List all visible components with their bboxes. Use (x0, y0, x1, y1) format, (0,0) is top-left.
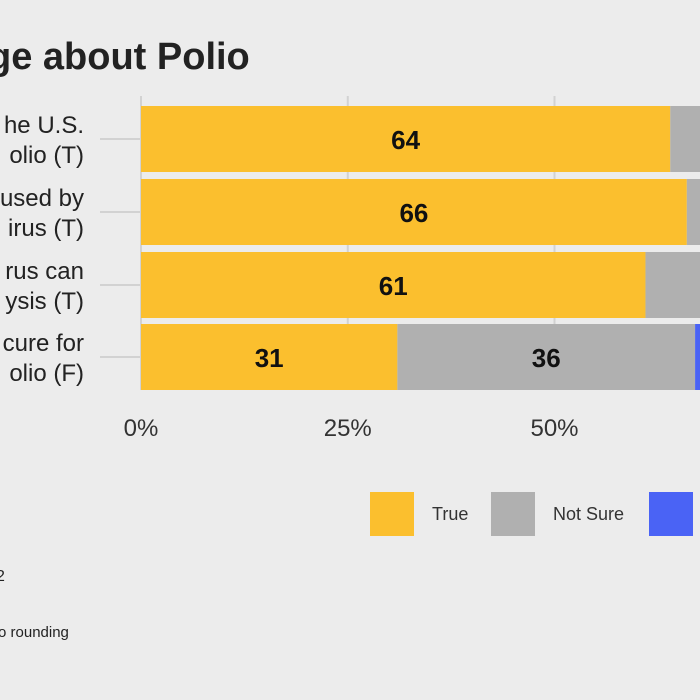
category-label: cure for (3, 330, 84, 357)
legend-item-not-sure: Not Sure (491, 492, 624, 536)
bar-segment (397, 324, 696, 390)
bar-segment (141, 179, 687, 245)
legend-item-true: True (370, 492, 468, 536)
bar-segment (141, 252, 646, 318)
bar-segment (141, 106, 671, 172)
x-tick-label: 25% (324, 415, 372, 442)
bar-segment-remainder (670, 106, 700, 172)
bar-value-label: 64 (391, 125, 420, 155)
x-tick-label: 0% (124, 415, 159, 442)
label-layer: 64 66 61 31 36 (255, 125, 561, 373)
category-label: irus (T) (8, 215, 84, 242)
bar-value-label: 61 (379, 271, 408, 301)
category-label-layer: he U.S. olio (T) used by irus (T) rus can ysi… (0, 112, 84, 387)
category-label: used by (0, 185, 84, 212)
x-tick-layer: 0% 25% 50% (124, 415, 579, 442)
category-label: rus can (5, 258, 84, 285)
bar-segment (141, 324, 398, 390)
legend-item-third (649, 492, 693, 536)
footnote-line-2: o rounding (0, 624, 69, 641)
legend-swatch-third (649, 492, 693, 536)
footnote-line-1: 2 (0, 568, 5, 585)
bar-segment-remainder (686, 179, 700, 245)
category-label: olio (F) (9, 360, 84, 387)
category-label: ysis (T) (5, 288, 84, 315)
bar-layer (141, 106, 700, 390)
legend-swatch-not-sure (491, 492, 535, 536)
chart-title: ge about Polio (0, 36, 250, 78)
x-tick-label: 50% (530, 415, 578, 442)
bar-segment-remainder (695, 324, 700, 390)
legend-label-true: True (432, 503, 469, 524)
bar-value-label: 31 (255, 343, 284, 373)
category-label: he U.S. (4, 112, 84, 139)
legend-label-not-sure: Not Sure (553, 503, 625, 524)
bar-segment-remainder (645, 252, 700, 318)
bar-value-label: 36 (532, 343, 561, 373)
legend-swatch-true (370, 492, 414, 536)
category-label: olio (T) (9, 142, 84, 169)
bar-value-label: 66 (399, 198, 428, 228)
